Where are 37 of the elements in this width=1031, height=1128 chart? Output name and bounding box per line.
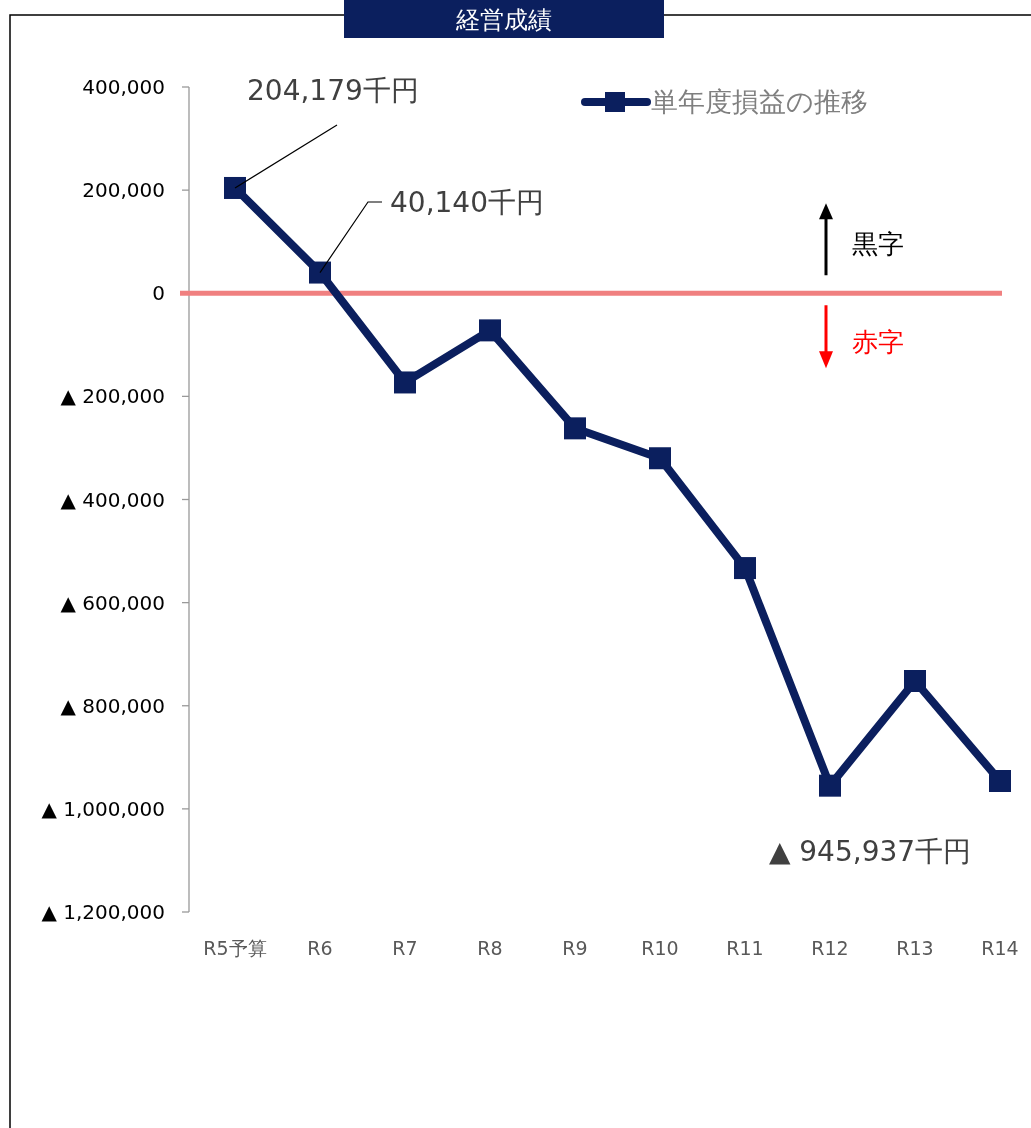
title-box: 経営成績 <box>344 0 664 38</box>
point <box>394 371 416 394</box>
point <box>734 557 756 580</box>
x-tick-label: R13 <box>896 937 934 959</box>
y-tick-label: ▲ 1,200,000 <box>41 900 165 924</box>
point <box>479 319 501 342</box>
point <box>989 770 1011 792</box>
x-tick-label: R12 <box>811 937 849 959</box>
x-tick-label: R10 <box>641 937 679 959</box>
y-tick-label: 400,000 <box>82 75 165 99</box>
annotation: 40,140千円 <box>390 186 544 219</box>
x-tick-label: R11 <box>726 937 764 959</box>
y-tick-label: 0 <box>152 281 165 306</box>
point <box>309 261 331 284</box>
y-tick-label: ▲ 200,000 <box>60 384 165 409</box>
point <box>649 447 671 470</box>
legend-label: 単年度損益の推移 <box>651 86 868 117</box>
point <box>224 176 246 199</box>
annotation: 204,179千円 <box>247 74 419 107</box>
y-tick-label: ▲ 600,000 <box>60 590 165 615</box>
x-tick-label: R9 <box>562 937 588 959</box>
y-tick-label: ▲ 800,000 <box>60 693 165 718</box>
x-tick-label: R8 <box>477 937 503 959</box>
y-tick-label: ▲ 1,000,000 <box>41 796 165 821</box>
chart-title: 経営成績 <box>455 6 552 34</box>
annotation: 黒字 <box>852 229 904 260</box>
y-tick-label: ▲ 400,000 <box>60 487 165 512</box>
x-tick-label: R7 <box>392 937 418 959</box>
annotation: 赤字 <box>852 327 904 358</box>
point <box>904 670 926 692</box>
point <box>564 417 586 440</box>
x-tick-label: R6 <box>307 937 333 959</box>
annotation: ▲ 945,937千円 <box>768 835 972 868</box>
point <box>819 774 841 797</box>
y-tick-label: 200,000 <box>82 178 165 203</box>
x-tick-label: R5予算 <box>203 937 267 959</box>
x-tick-label: R14 <box>981 937 1019 959</box>
